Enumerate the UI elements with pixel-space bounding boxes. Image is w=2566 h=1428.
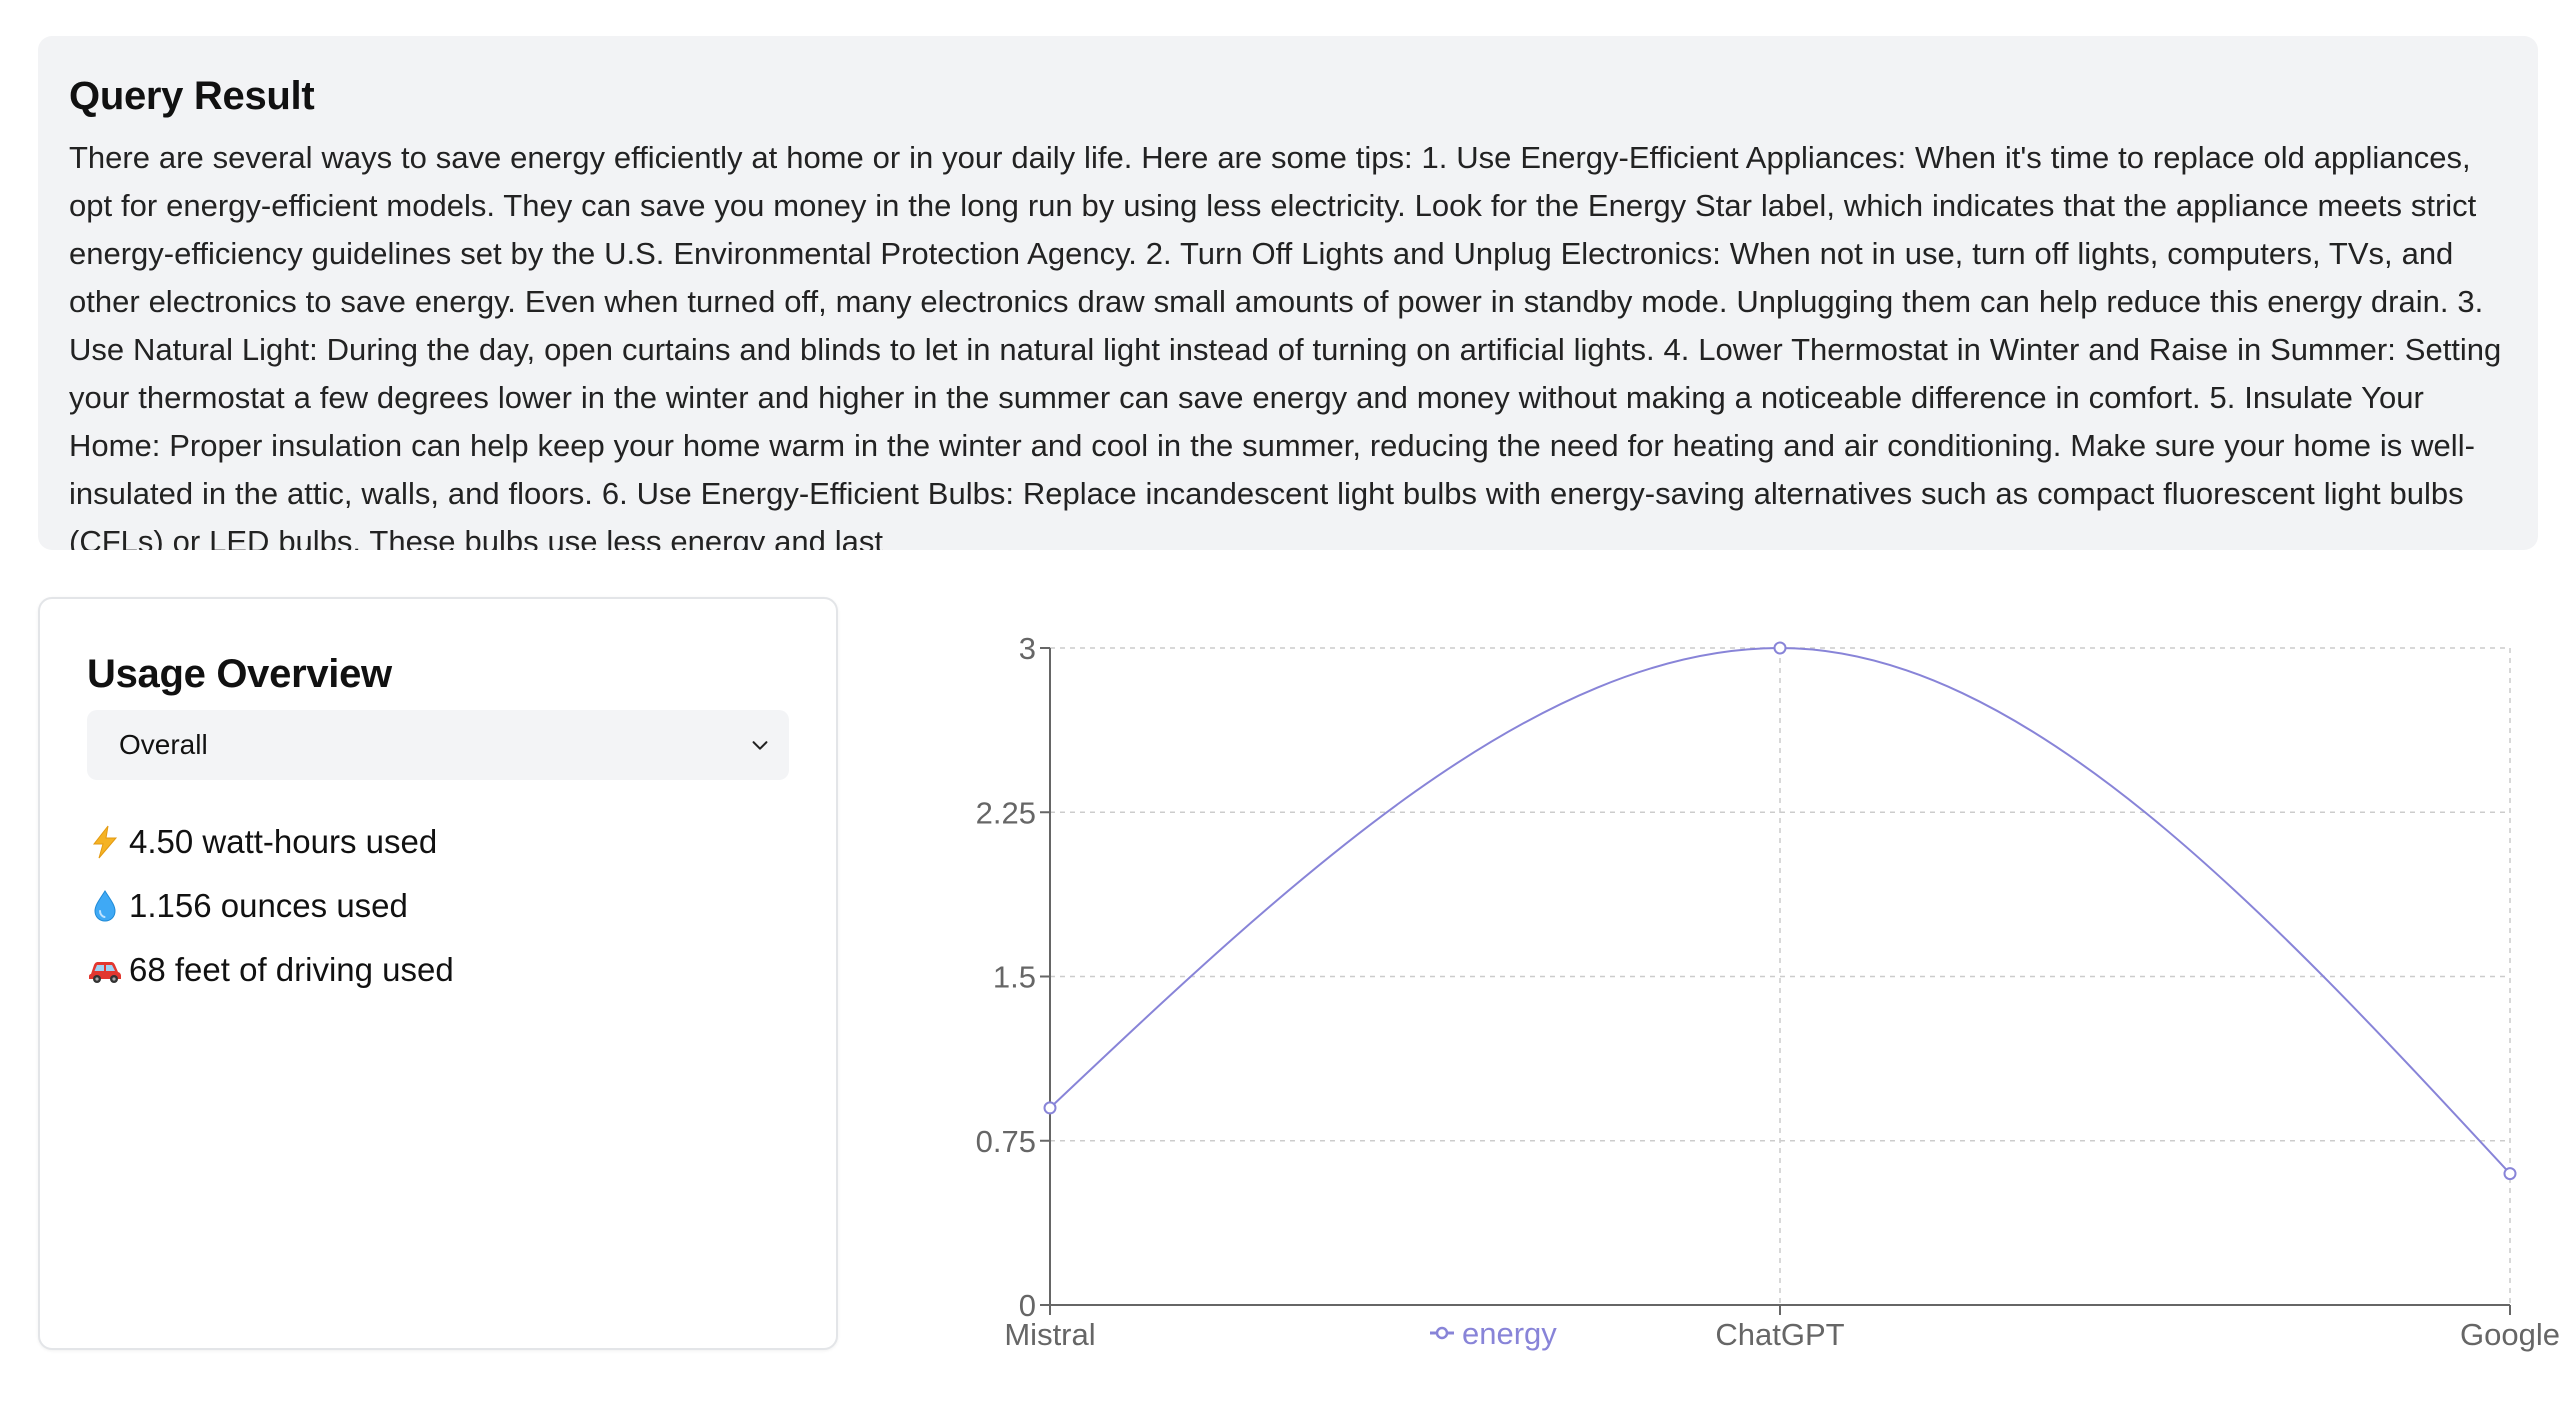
usage-stats: 4.50 watt-hours used 1.156 ounces used 6… — [87, 810, 788, 1002]
y-tick-label: 1.5 — [993, 960, 1036, 995]
usage-overview-card: Usage Overview Overall 4.50 watt-hours u… — [38, 597, 838, 1350]
legend-marker-icon — [1435, 1326, 1449, 1340]
water-drop-icon — [94, 890, 116, 922]
stat-water-text: 1.156 ounces used — [129, 887, 408, 924]
data-point — [1773, 641, 1787, 655]
data-point — [1043, 1101, 1057, 1115]
query-result-text: There are several ways to save energy ef… — [69, 140, 2502, 550]
usage-scope-select-value: Overall — [119, 729, 208, 760]
y-tick-label: 0.75 — [976, 1124, 1036, 1159]
stat-energy-text: 4.50 watt-hours used — [129, 823, 438, 860]
energy-line-chart: 0 0.75 1.5 2.25 3 Mistral ChatGPT Google energy — [976, 631, 2560, 1352]
stat-driving-text: 68 feet of driving used — [129, 951, 454, 988]
legend-label: energy — [1462, 1316, 1557, 1351]
stat-water: 1.156 ounces used — [87, 874, 788, 938]
car-icon — [89, 962, 121, 983]
lightning-icon — [92, 825, 118, 859]
y-tick-label: 0 — [1019, 1288, 1036, 1323]
query-result-card: Query Result There are several ways to s… — [38, 36, 2538, 550]
x-tick-label: Google — [2460, 1317, 2560, 1352]
y-tick-label: 3 — [1019, 631, 1036, 666]
chevron-down-icon — [752, 741, 768, 750]
query-result-title: Query Result — [69, 74, 315, 118]
stat-driving: 68 feet of driving used — [87, 938, 788, 1002]
usage-overview-title: Usage Overview — [87, 652, 392, 696]
data-point — [2503, 1167, 2517, 1181]
x-tick-label: ChatGPT — [1715, 1317, 1844, 1352]
x-tick-label: Mistral — [1004, 1317, 1095, 1352]
energy-chart: 0 0.75 1.5 2.25 3 Mistral ChatGPT Google energy — [940, 600, 2566, 1400]
usage-scope-select[interactable]: Overall — [87, 710, 789, 780]
stat-energy: 4.50 watt-hours used — [87, 810, 788, 874]
y-tick-label: 2.25 — [976, 795, 1036, 830]
